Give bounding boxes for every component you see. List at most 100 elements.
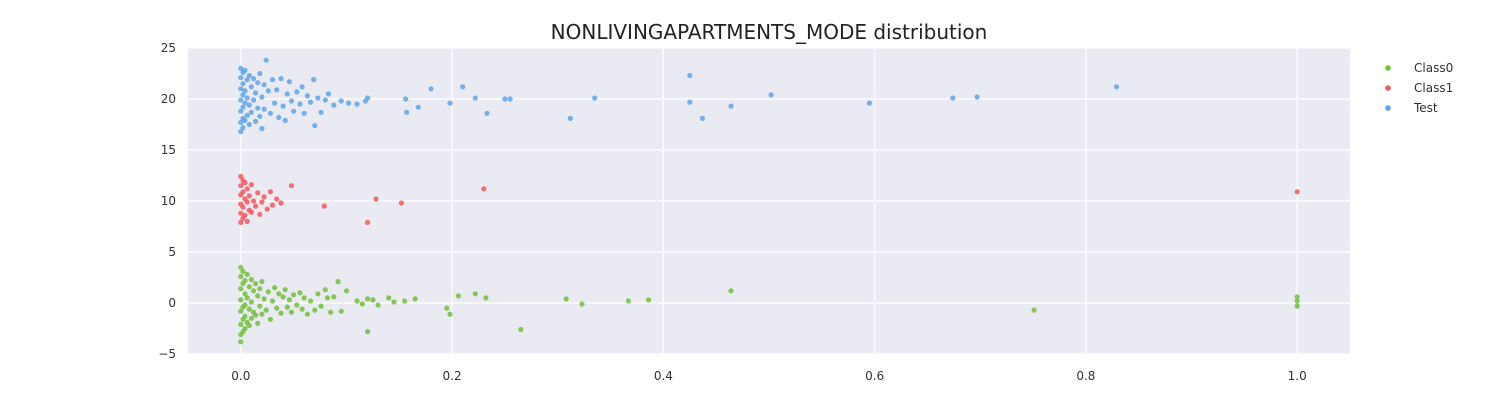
- data-point: [267, 316, 273, 322]
- data-point: [244, 199, 250, 205]
- legend-label: Test: [1413, 101, 1438, 115]
- data-point: [331, 102, 337, 108]
- data-point: [272, 285, 278, 291]
- data-point: [242, 88, 248, 94]
- data-point: [291, 108, 297, 114]
- x-axis-ticks: 0.0 0.2 0.4 0.6 0.8 1.0: [231, 369, 1306, 383]
- data-point: [365, 296, 371, 302]
- y-tick-label: 10: [161, 194, 176, 208]
- data-point: [265, 88, 271, 94]
- legend-label: Class0: [1414, 61, 1453, 75]
- data-point: [1031, 307, 1037, 313]
- data-point: [375, 302, 381, 308]
- data-point: [269, 202, 276, 208]
- data-point: [238, 273, 244, 280]
- data-point: [455, 293, 461, 299]
- data-point: [238, 308, 244, 314]
- data-point: [447, 311, 453, 317]
- data-point: [373, 196, 379, 202]
- data-point: [288, 309, 295, 315]
- data-point: [244, 186, 250, 192]
- data-point: [365, 329, 371, 335]
- data-point: [404, 109, 410, 115]
- x-tick-label: 0.4: [654, 369, 673, 383]
- data-point: [328, 309, 334, 315]
- data-point: [263, 57, 269, 63]
- data-point: [240, 189, 246, 195]
- data-point: [687, 99, 693, 105]
- data-point: [242, 67, 248, 73]
- data-point: [315, 291, 321, 297]
- data-point: [483, 295, 489, 301]
- data-point: [246, 284, 252, 290]
- data-point: [354, 101, 360, 107]
- data-point: [866, 100, 873, 106]
- data-point: [304, 311, 310, 317]
- data-point: [625, 298, 632, 304]
- data-point: [299, 84, 305, 90]
- data-point: [398, 200, 404, 206]
- y-tick-label: 0: [168, 296, 176, 310]
- y-tick-label: 25: [161, 41, 176, 55]
- data-point: [335, 279, 341, 285]
- data-point: [338, 308, 344, 314]
- data-point: [238, 210, 244, 216]
- data-point: [728, 288, 734, 294]
- legend-marker: [1385, 85, 1391, 91]
- data-point: [253, 203, 259, 209]
- data-point: [311, 77, 317, 83]
- data-point: [1294, 298, 1300, 304]
- grid-lines: [188, 47, 1350, 355]
- data-point: [238, 264, 244, 270]
- data-point: [359, 301, 365, 307]
- x-tick-label: 0.8: [1076, 369, 1095, 383]
- data-point: [259, 199, 265, 205]
- data-point: [269, 77, 276, 83]
- legend: Class0 Class1 Test: [1385, 61, 1453, 115]
- data-point: [253, 118, 259, 124]
- data-point: [248, 109, 254, 115]
- data-point: [288, 98, 295, 104]
- data-point: [282, 117, 288, 123]
- data-point: [261, 82, 267, 88]
- data-point: [288, 183, 295, 189]
- data-point: [321, 203, 327, 209]
- data-point: [261, 194, 267, 200]
- data-point: [242, 180, 248, 186]
- data-point: [238, 183, 244, 189]
- data-point: [274, 196, 280, 202]
- data-point: [246, 102, 252, 108]
- data-point: [257, 70, 263, 77]
- data-point: [250, 288, 257, 294]
- data-point: [1294, 189, 1300, 195]
- x-tick-label: 0.6: [865, 369, 884, 383]
- chart-title: NONLIVINGAPARTMENTS_MODE distribution: [551, 20, 988, 44]
- series-class0: [238, 264, 1300, 345]
- data-point: [338, 98, 344, 104]
- data-point: [286, 297, 292, 303]
- data-point: [257, 303, 263, 309]
- y-tick-label: −5: [158, 347, 176, 361]
- data-point: [238, 286, 244, 292]
- data-point: [274, 305, 280, 311]
- data-point: [592, 95, 598, 101]
- data-point: [646, 297, 652, 303]
- data-points: [238, 57, 1300, 345]
- data-point: [255, 293, 261, 299]
- data-point: [274, 87, 280, 93]
- data-point: [244, 218, 250, 224]
- data-point: [242, 100, 248, 106]
- data-point: [242, 278, 248, 284]
- data-point: [248, 209, 254, 215]
- data-point: [238, 97, 244, 103]
- data-point: [278, 310, 284, 316]
- data-point: [286, 79, 292, 85]
- data-point: [240, 92, 246, 98]
- data-point: [238, 297, 244, 303]
- data-point: [238, 219, 244, 225]
- legend-marker: [1385, 65, 1391, 71]
- data-point: [280, 103, 286, 109]
- data-point: [242, 212, 248, 218]
- legend-label: Class1: [1414, 81, 1453, 95]
- data-point: [294, 89, 300, 95]
